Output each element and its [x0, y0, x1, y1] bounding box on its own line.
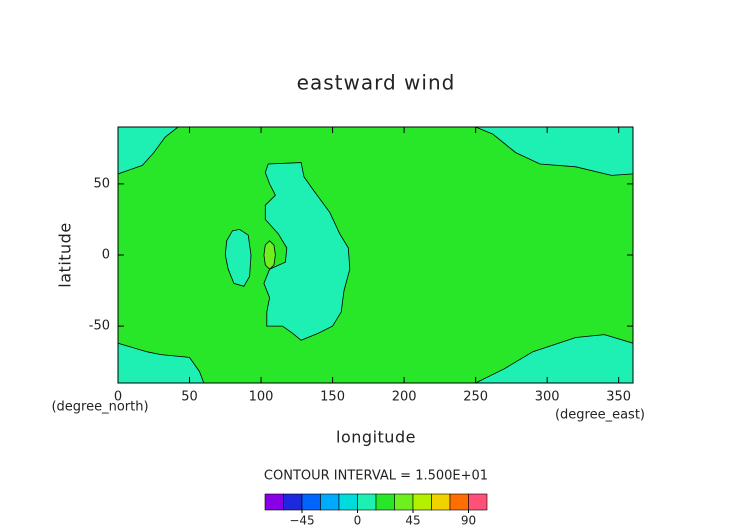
y-tick-label: -50 [89, 319, 110, 334]
x-tick-label: 100 [249, 390, 274, 405]
colorbar-tick-label: 0 [354, 514, 362, 528]
colorbar-tick-label: −45 [289, 514, 314, 528]
background-field [118, 127, 633, 383]
x-unit-label: (degree_east) [555, 408, 645, 423]
colorbar-box [357, 493, 377, 511]
y-tick-label: 50 [93, 176, 110, 191]
colorbar-box [468, 493, 488, 511]
x-tick-label: 200 [392, 390, 417, 405]
y-unit-label: (degree_north) [51, 400, 148, 415]
colorbar-box [264, 493, 284, 511]
colorbar-tick-label: 45 [405, 514, 420, 528]
colorbar-box [338, 493, 358, 511]
colorbar-box [449, 493, 469, 511]
x-tick-label: 150 [320, 390, 345, 405]
y-axis-label: latitude [56, 222, 75, 287]
x-tick-label: 300 [535, 390, 560, 405]
contour-region [263, 240, 276, 270]
x-tick-label: 0 [114, 390, 122, 405]
y-tick-label: 0 [102, 248, 110, 263]
plot-area [117, 126, 634, 384]
colorbar-tick-label: 90 [461, 514, 476, 528]
colorbar-box [375, 493, 395, 511]
colorbar-box [320, 493, 340, 511]
colorbar-box [412, 493, 432, 511]
x-tick-label: 50 [181, 390, 198, 405]
contour-interval: CONTOUR INTERVAL = 1.500E+01 [264, 469, 488, 484]
colorbar-box [283, 493, 303, 511]
contour-region [263, 162, 351, 341]
colorbar-box [301, 493, 321, 511]
x-tick-label: 350 [606, 390, 631, 405]
contour-region [224, 228, 252, 287]
chart-title: eastward wind [297, 71, 456, 95]
colorbar-box [394, 493, 414, 511]
x-axis-label: longitude [336, 428, 416, 447]
colorbar-box [431, 493, 451, 511]
x-tick-label: 250 [463, 390, 488, 405]
